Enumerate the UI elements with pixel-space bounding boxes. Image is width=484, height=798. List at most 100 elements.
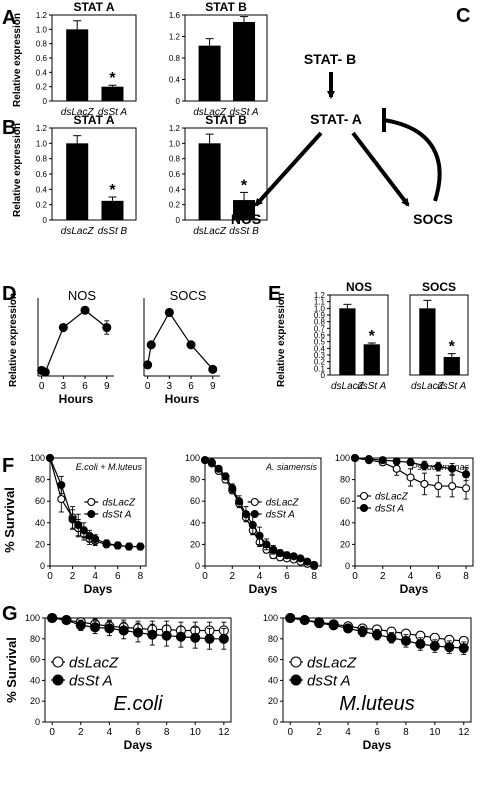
c8-ylabel: % Survival — [2, 487, 17, 553]
c10-point — [364, 455, 373, 464]
c9-plot-frame — [204, 457, 322, 567]
c2-title: STAT A — [73, 113, 114, 127]
c12-xlabel: Days — [363, 738, 392, 752]
c10-point — [392, 464, 401, 473]
c11-ytick-label: 0 — [35, 717, 40, 727]
c4-point — [58, 322, 68, 333]
c11-title: E.coli — [114, 693, 163, 715]
c11-xtick-label: 6 — [135, 727, 141, 738]
c2-ytick-label: 0.8 — [36, 155, 48, 164]
c9-ytick-label: 100 — [185, 453, 200, 463]
c9-point — [235, 497, 244, 506]
c3-ytick-label: 0.8 — [169, 155, 181, 164]
c4-point — [40, 367, 50, 377]
c9-ytick-label: 80 — [190, 475, 200, 485]
c10-point — [434, 482, 443, 491]
c4-series-line — [41, 309, 108, 373]
c0-ytick-label: 1.0 — [36, 25, 48, 34]
c12-xtick-label: 6 — [374, 727, 380, 738]
c12-legend-label: dsLacZ — [307, 654, 357, 671]
c10-ytick-label: 20 — [340, 539, 350, 549]
c10-legend-label: dsLacZ — [375, 492, 409, 503]
c10-point — [406, 458, 415, 467]
c10-ytick-label: 0 — [345, 561, 350, 571]
c11-point — [61, 615, 72, 626]
c12-point — [386, 632, 397, 643]
c5-xtick-label: 9 — [210, 381, 216, 392]
c2-ytick-label: 1.0 — [36, 139, 48, 148]
c1-ytick-label: 1.6 — [169, 11, 181, 20]
c4-xtick-label: 0 — [39, 381, 45, 392]
c3-ytick-label: 1.0 — [169, 139, 181, 148]
c3-ytick-label: 0.4 — [169, 185, 181, 194]
c5-xtick-label: 3 — [167, 381, 173, 392]
c1-ytick-label: 1.2 — [169, 33, 181, 42]
c2-ytick-label: 0.6 — [36, 170, 48, 179]
c3-ytick-label: 0.2 — [169, 201, 181, 210]
c11-point — [218, 633, 229, 644]
c1-title: STAT B — [205, 0, 247, 14]
c3-category-label: dsSt B — [229, 226, 259, 237]
c11-point — [204, 633, 215, 644]
c12-ytick-label: 60 — [268, 655, 278, 665]
c12-legend-marker — [290, 674, 302, 686]
c8-xlabel: Days — [84, 582, 113, 596]
panel-letter-d: D — [2, 283, 16, 305]
panel-letter-b: B — [2, 117, 16, 139]
c6-ytick-label: 0.7 — [314, 324, 326, 333]
c1-ytick-label: 0.4 — [169, 76, 181, 85]
c3-significance-marker: * — [241, 177, 248, 194]
c10-xlabel: Days — [400, 582, 429, 596]
c9-ytick-label: 60 — [190, 496, 200, 506]
c12-legend-marker — [290, 656, 302, 668]
c9-legend-label: dsLacZ — [266, 498, 300, 509]
c2-bar — [101, 200, 124, 220]
c6-ytick-label: 1.0 — [314, 304, 326, 313]
c0-category-label: dsSt A — [98, 107, 127, 118]
c12-point — [343, 623, 354, 634]
c0-ytick-label: 0 — [43, 97, 48, 106]
c12-point — [314, 618, 325, 629]
c10-xtick-label: 0 — [352, 571, 358, 582]
c12-title: M.luteus — [339, 693, 415, 715]
c10-xtick-label: 2 — [380, 571, 386, 582]
c11-xlabel: Days — [124, 738, 153, 752]
c7-category-label: dsLacZ — [411, 381, 445, 392]
panel-letter-g: G — [2, 603, 18, 625]
c10-point — [462, 484, 471, 493]
c8-plot-frame — [49, 457, 147, 567]
c10-plot-frame — [354, 457, 474, 567]
c12-point — [285, 612, 296, 624]
c8-xtick-label: 0 — [47, 571, 53, 582]
c10-ytick-label: 60 — [340, 496, 350, 506]
c8-point — [102, 539, 111, 548]
c12-point — [444, 642, 455, 653]
c12-xtick-label: 12 — [458, 727, 470, 738]
c6-bar — [339, 308, 356, 375]
c11-point — [147, 629, 158, 640]
c2-ylabel: Relative expression — [12, 123, 23, 217]
c8-point — [113, 541, 122, 550]
c0-ytick-label: 0.6 — [36, 54, 48, 63]
socs-inhibition-curve — [383, 118, 442, 202]
c8-legend-marker — [87, 497, 96, 507]
c4-xlabel: Hours — [59, 392, 94, 406]
c2-ytick-label: 1.2 — [36, 124, 48, 133]
c8-point — [125, 542, 134, 551]
c0-category-label: dsLacZ — [61, 107, 95, 118]
c7-bar — [443, 357, 460, 375]
c4-point — [102, 322, 112, 333]
c11-xtick-label: 2 — [78, 727, 84, 738]
c11-ytick-label: 80 — [30, 634, 40, 644]
c8-point — [79, 526, 88, 535]
c9-legend-marker — [250, 509, 259, 519]
c11-point — [190, 632, 201, 643]
c8-legend-label: dsSt A — [102, 510, 131, 521]
c7-plot-frame — [409, 294, 469, 376]
c6-ytick-label: 0.3 — [314, 351, 326, 360]
c6-significance-marker: * — [369, 328, 376, 345]
c5-series-line — [147, 311, 214, 370]
c5-title: SOCS — [170, 288, 207, 303]
c10-point — [378, 456, 387, 465]
c12-point — [400, 635, 411, 646]
